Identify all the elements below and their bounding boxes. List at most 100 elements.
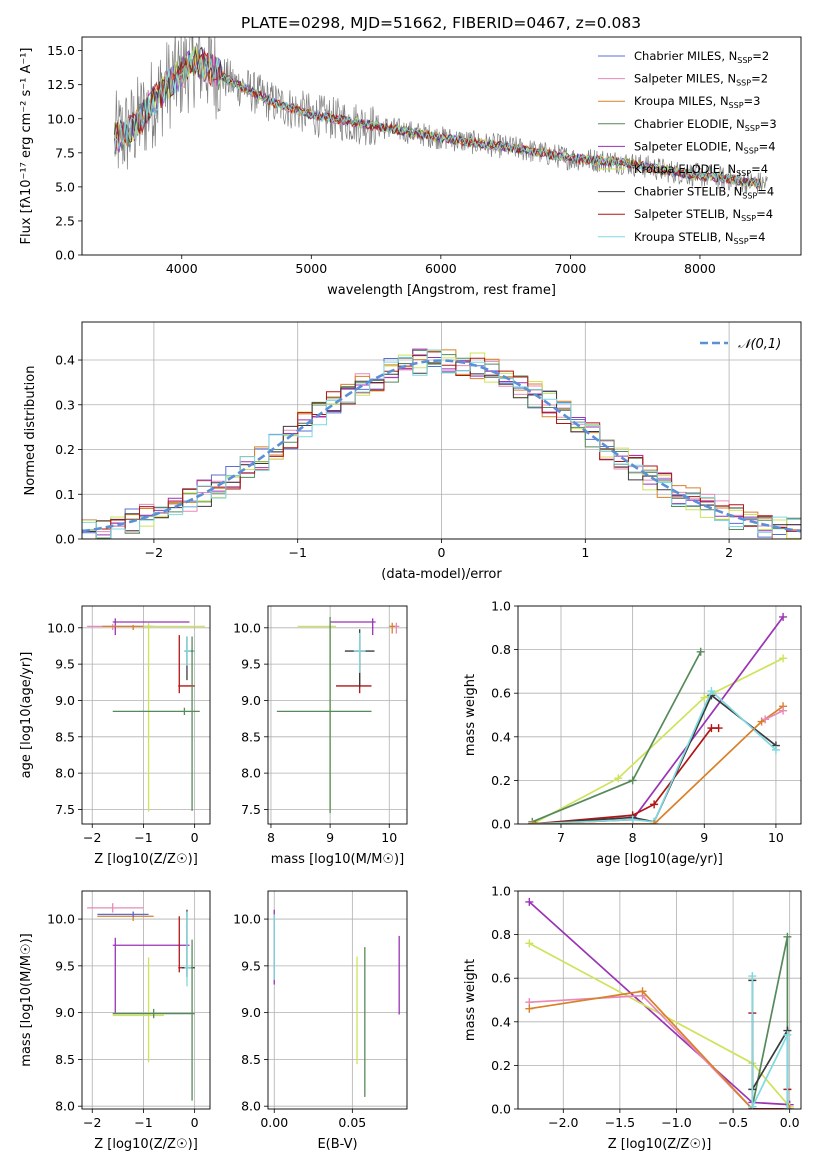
y-tick-label: 10.0 [233, 912, 261, 927]
axes-frame [517, 890, 802, 1110]
axes-frame [81, 36, 802, 256]
y-axis-label: age [log10(age/yr)] [19, 652, 34, 779]
weight-line-salp_elodie [532, 616, 784, 824]
x-tick-label: 10 [768, 830, 784, 845]
figure-title: PLATE=0298, MJD=51662, FIBERID=0467, z=0… [241, 14, 641, 32]
normal-reference-curve [82, 359, 801, 533]
legend-label-chab_stelib: Chabrier STELIB, NSSP=4 [634, 185, 774, 201]
legend-label-normal: 𝒩(0,1) [738, 337, 781, 352]
axes-frame [81, 890, 211, 1110]
x-axis-label: mass [log10(M/M☉)] [271, 852, 404, 867]
weight-line-krou_miles [532, 705, 784, 824]
weight-line-krou_elodie [531, 657, 784, 824]
y-axis-label: Normed distribution [23, 366, 38, 496]
x-tick-label: −2.0 [548, 1115, 578, 1130]
x-tick-label: 0 [191, 1115, 199, 1130]
x-tick-label: 9 [326, 830, 334, 845]
axes-frame [267, 605, 408, 825]
weight-point-krou_miles [525, 1004, 534, 1013]
x-tick-label: 9 [700, 830, 708, 845]
weight-point-salp_stelib [707, 724, 716, 733]
weight-point-krou_miles [528, 820, 537, 824]
y-tick-label: 10.0 [233, 620, 261, 635]
x-tick-label: −1.0 [661, 1115, 691, 1130]
errorbar-chab_miles [97, 911, 149, 918]
x-axis-label: Z [log10(Z/Z☉)] [608, 1137, 712, 1152]
weight-point-krou_stelib [628, 815, 637, 824]
y-tick-label: 9.0 [241, 1005, 261, 1020]
legend-label-krou_stelib: Kroupa STELIB, NSSP=4 [634, 230, 765, 246]
panel-weight_vs_age: 7 8 9 10 0.0 0.2 0.4 0.6 0.8 1.0 age [log10(age/yr… [463, 599, 802, 867]
panel-weight_vs_Z: −2.0 −1.5 −1.0 −0.5 0.0 0.0 0.2 0.4 0.6 0.8 1.0 Z [… [463, 884, 802, 1152]
weight-point-chab_elodie [628, 776, 637, 785]
model-spectrum-chab_stelib [113, 46, 762, 190]
weight-point-krou_elodie [525, 939, 534, 948]
y-tick-label: 7.5 [241, 802, 261, 817]
legend-label-salp_stelib: Salpeter STELIB, NSSP=4 [634, 207, 773, 223]
weight-line-krou_miles [529, 990, 790, 1109]
weight-point-salp_stelib [650, 800, 659, 809]
weight-point-krou_stelib [771, 745, 780, 754]
plot-area [82, 348, 801, 539]
y-tick-label: 0.0 [491, 817, 511, 832]
y-tick-label: 0.0 [55, 532, 75, 547]
weight-point-salp_elodie [779, 612, 788, 621]
axes-frame [517, 605, 802, 825]
errorbar-salp_miles [87, 903, 144, 913]
y-tick-label: 0.4 [491, 729, 511, 744]
weight-point-krou_elodie [700, 693, 709, 702]
errorbar-krou_stelib [184, 911, 193, 987]
plot-area [113, 37, 768, 194]
y-tick-label: 9.5 [241, 958, 261, 973]
x-tick-label: 0 [438, 545, 446, 560]
errorbar-chab_elodie [276, 616, 372, 814]
x-axis-label: (data-model)/error [381, 567, 502, 582]
y-tick-label: 7.5 [55, 145, 75, 160]
weight-point-krou_stelib [783, 1030, 792, 1039]
panel-residuals: −2 −1 0 1 2 0.0 0.1 0.2 0.3 0.4 (data-model)/error… [23, 321, 802, 582]
weight-point-krou_stelib [783, 1105, 792, 1109]
errorbar-krou_miles [389, 622, 396, 634]
legend-label-salp_miles: Salpeter MILES, NSSP=2 [634, 72, 768, 88]
errorbar-krou_stelib [353, 632, 366, 673]
y-tick-label: 9.5 [55, 958, 75, 973]
panel-age_vs_mass: 8 9 10 7.5 8.0 8.5 9.0 9.5 10.0 mass [log10(M/M☉)… [233, 605, 408, 867]
y-tick-label: 8.5 [241, 729, 261, 744]
y-tick-label: 15.0 [47, 43, 75, 58]
panel-spectrum: 4000 5000 6000 7000 8000 0.0 2.5 5.0 7.5 10.0 12.5… [19, 36, 802, 298]
y-tick-label: 0.3 [55, 397, 75, 412]
y-tick-label: 0.2 [491, 773, 511, 788]
errorbar-chab_stelib [184, 636, 195, 681]
model-spectrum-krou_stelib [113, 50, 762, 189]
weight-point-salp_stelib [714, 724, 723, 733]
y-tick-label: 12.5 [47, 77, 75, 92]
weight-line-salp_miles [529, 994, 790, 1109]
x-axis-label: E(B-V) [317, 1137, 357, 1152]
y-tick-label: 9.5 [55, 657, 75, 672]
observed-spectrum [114, 37, 768, 194]
panel-mass_vs_Z: −2 −1 0 8.0 8.5 9.0 9.5 10.0 Z [log10(Z/Z☉)] mass… [19, 890, 211, 1152]
y-tick-label: 0.1 [55, 487, 75, 502]
x-tick-label: 8 [629, 830, 637, 845]
legend-label-krou_elodie: Kroupa ELODIE, NSSP=4 [634, 162, 768, 178]
x-tick-label: −2 [83, 1115, 101, 1130]
weight-point-krou_elodie [779, 654, 788, 663]
y-tick-label: 0.0 [55, 248, 75, 263]
weight-point-krou_miles [785, 1105, 794, 1109]
x-tick-label: 7 [557, 830, 565, 845]
errorbar-krou_elodie [143, 622, 205, 812]
y-tick-label: 8.5 [241, 1052, 261, 1067]
axes-frame [267, 890, 408, 1110]
x-axis-label: wavelength [Angstrom, rest frame] [327, 283, 556, 298]
errorbar-salp_elodie [112, 937, 190, 1013]
y-tick-label: 9.0 [241, 693, 261, 708]
x-tick-label: 4000 [166, 261, 198, 276]
y-tick-label: 0.8 [491, 642, 511, 657]
x-tick-label: 0.05 [338, 1115, 366, 1130]
x-tick-label: −1 [134, 830, 152, 845]
y-axis-label: mass [log10(M/M☉)] [19, 933, 34, 1066]
x-axis-label: Z [log10(Z/Z☉)] [94, 1137, 198, 1152]
weight-point-krou_miles [650, 820, 659, 824]
y-tick-label: 8.5 [55, 729, 75, 744]
